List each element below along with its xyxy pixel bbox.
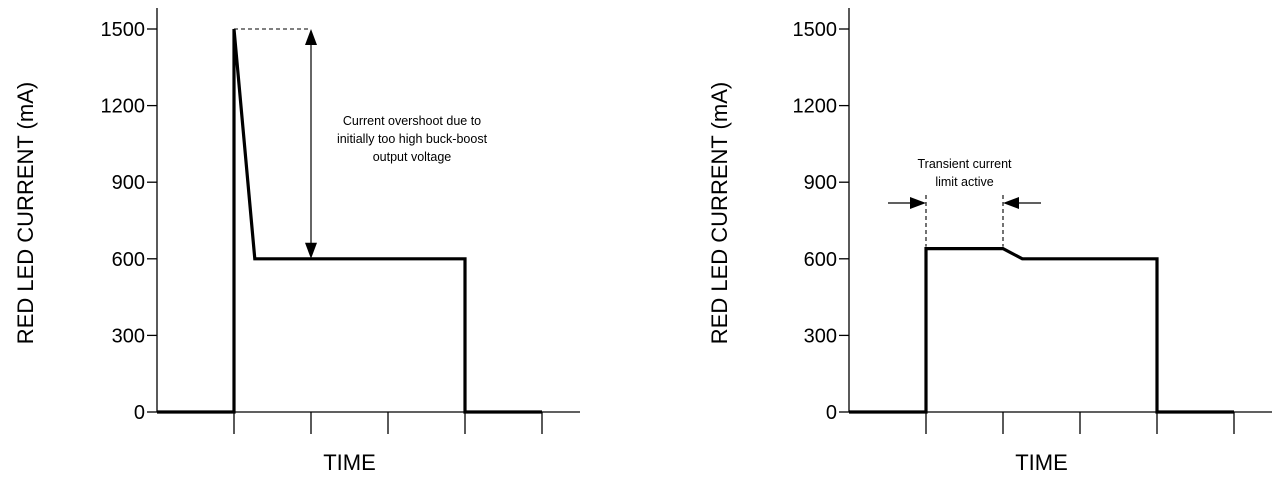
chart-panel-2: 0 300 600 900 1200 1500 TIME RED LED CURRENT (m… [707,8,1272,475]
chart-panel-1: 0 300 600 900 1200 1500 TIME RED LED CURRENT (m… [13,8,580,475]
y-tick-label: 1200 [793,96,838,118]
series-line [157,28,542,414]
annotation-text: Transient current [917,157,1012,171]
x-axis-title: TIME [323,450,376,475]
y-tick-label: 0 [826,402,837,424]
y-tick-label: 0 [134,402,145,424]
annotation-text: output voltage [373,150,452,164]
arrow-right-icon [910,197,926,209]
annotation-text: Current overshoot due to [343,114,481,128]
y-tick-label: 900 [804,172,837,194]
y-tick-label: 600 [804,249,837,271]
y-tick-label: 900 [112,172,145,194]
y-tick-label: 300 [112,325,145,347]
x-axis-title: TIME [1015,450,1068,475]
arrow-up-icon [305,29,317,45]
y-tick-label: 600 [112,249,145,271]
y-tick-label: 1500 [101,19,146,41]
y-tick-label: 1200 [101,96,146,118]
arrow-left-icon [1003,197,1019,209]
annotation-text: initially too high buck-boost [337,132,488,146]
annotation-text: limit active [935,175,993,189]
series-line [849,247,1234,414]
arrow-down-icon [305,242,317,259]
y-tick-label: 1500 [793,19,838,41]
y-axis-title: RED LED CURRENT (mA) [707,82,732,344]
y-tick-label: 300 [804,325,837,347]
y-axis-title: RED LED CURRENT (mA) [13,82,38,344]
